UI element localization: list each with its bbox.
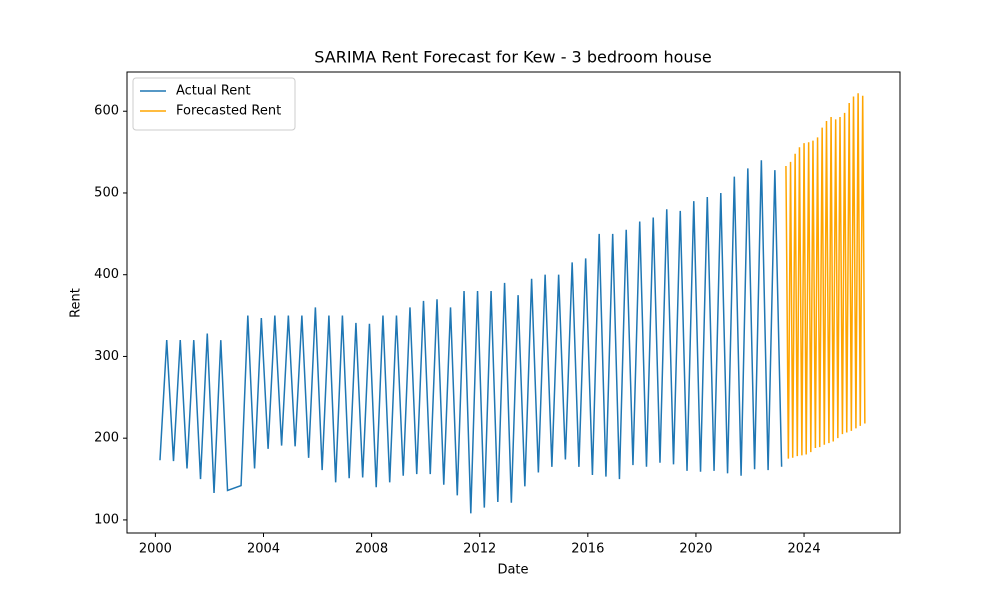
data-line: [785, 93, 866, 459]
plot-frame: [126, 71, 901, 534]
x-tick-label: 2004: [247, 542, 280, 557]
y-tick-label: 100: [94, 512, 119, 527]
y-tick-label: 300: [94, 349, 119, 364]
data-line: [159, 160, 783, 514]
y-tick-label: 200: [94, 431, 119, 446]
x-axis-label: Date: [497, 563, 528, 578]
x-tick-label: 2024: [788, 542, 821, 557]
y-axis-label: Rent: [69, 288, 84, 318]
x-tick-label: 2012: [463, 542, 496, 557]
x-tick-label: 2020: [679, 542, 712, 557]
y-tick-label: 400: [94, 267, 119, 282]
y-tick-label: 500: [94, 185, 119, 200]
legend-label: Forecasted Rent: [176, 104, 281, 119]
x-tick-label: 2008: [355, 542, 388, 557]
legend-label: Actual Rent: [176, 84, 251, 99]
legend-box: [132, 77, 296, 131]
x-tick-label: 2000: [139, 542, 172, 557]
x-tick-label: 2016: [571, 542, 604, 557]
y-tick-label: 600: [94, 104, 119, 119]
chart-title: SARIMA Rent Forecast for Kew - 3 bedroom…: [314, 48, 711, 67]
